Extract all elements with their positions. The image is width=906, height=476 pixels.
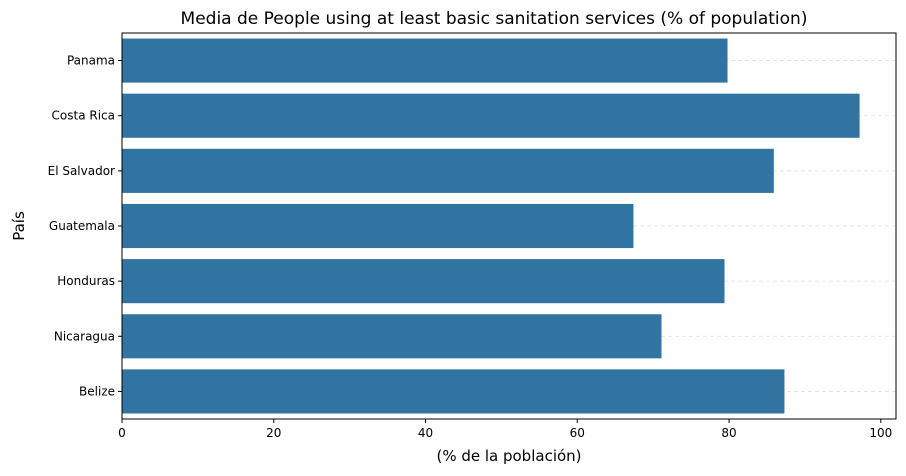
x-tick-label: 100 [869, 426, 892, 440]
y-tick-label: Costa Rica [52, 109, 115, 123]
x-axis-title: (% de la población) [436, 447, 581, 465]
x-tick-label: 80 [721, 426, 736, 440]
y-axis: Panama Costa Rica El Salvador Guatemala Hond… [48, 54, 122, 398]
y-tick-label: Panama [67, 54, 115, 68]
y-tick-label: Belize [79, 384, 115, 398]
bars [122, 38, 860, 414]
x-tick-label: 40 [418, 426, 433, 440]
chart-title: Media de People using at least basic san… [181, 9, 808, 29]
bar-honduras [122, 259, 725, 304]
x-tick-label: 0 [118, 426, 126, 440]
y-tick-label: Guatemala [49, 219, 115, 233]
y-tick-label: Nicaragua [54, 329, 115, 343]
x-axis: 0 20 40 60 80 100 [118, 419, 892, 440]
x-tick-label: 60 [570, 426, 585, 440]
x-tick-label: 20 [266, 426, 281, 440]
y-axis-title: País [10, 211, 28, 241]
bar-panama [122, 38, 728, 83]
bar-nicaragua [122, 314, 662, 359]
bar-belize [122, 369, 785, 414]
bar-guatemala [122, 203, 634, 249]
bar-el-salvador [122, 148, 774, 193]
bar-costa-rica [122, 93, 860, 138]
y-tick-label: Honduras [57, 274, 115, 288]
y-tick-label: El Salvador [48, 164, 115, 178]
